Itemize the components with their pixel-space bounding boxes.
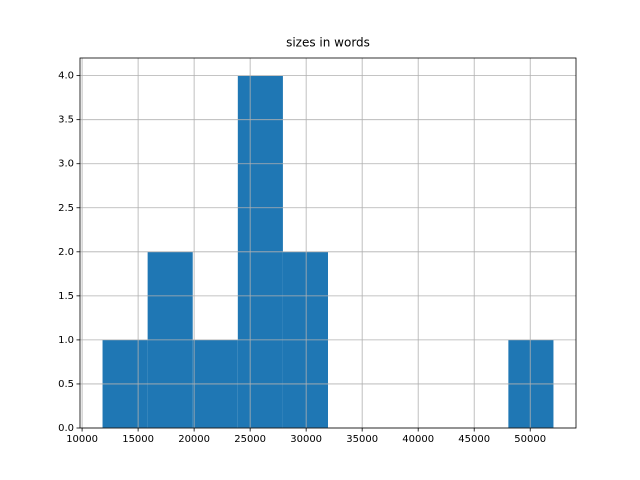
x-tick-label: 35000	[346, 434, 378, 445]
x-tick-label: 15000	[122, 434, 154, 445]
y-tick-label: 0.0	[58, 423, 74, 434]
y-tick-label: 2.5	[58, 203, 74, 214]
y-tick-label: 2.0	[58, 247, 74, 258]
y-tick-label: 4.0	[58, 71, 74, 82]
x-tick-label: 45000	[458, 434, 490, 445]
y-tick-label: 1.5	[58, 291, 74, 302]
y-tick-label: 1.0	[58, 335, 74, 346]
x-tick-label: 50000	[514, 434, 546, 445]
x-tick-label: 30000	[290, 434, 322, 445]
x-tick-label: 20000	[178, 434, 210, 445]
y-tick-label: 3.0	[58, 159, 74, 170]
y-tick-label: 0.5	[58, 379, 74, 390]
x-tick-label: 40000	[402, 434, 434, 445]
x-tick-label: 10000	[66, 434, 98, 445]
y-tick-label: 3.5	[58, 115, 74, 126]
x-tick-label: 25000	[234, 434, 266, 445]
plot-frame	[79, 57, 577, 429]
chart-title: sizes in words	[286, 36, 370, 50]
